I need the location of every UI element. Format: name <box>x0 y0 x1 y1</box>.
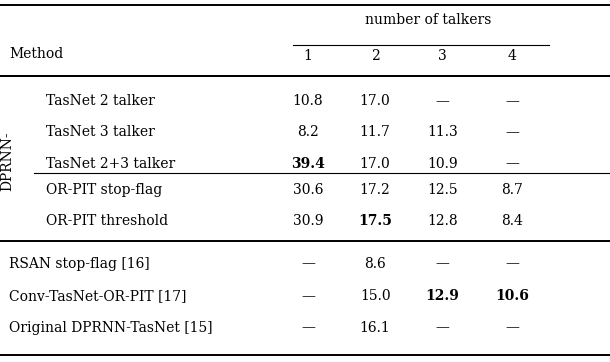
Text: —: — <box>506 125 519 139</box>
Text: —: — <box>301 289 315 303</box>
Text: 8.7: 8.7 <box>501 183 523 197</box>
Text: TasNet 3 talker: TasNet 3 talker <box>46 125 154 139</box>
Text: Original DPRNN-TasNet [15]: Original DPRNN-TasNet [15] <box>9 321 213 334</box>
Text: 11.7: 11.7 <box>360 125 390 139</box>
Text: 30.9: 30.9 <box>293 214 323 228</box>
Text: 1: 1 <box>304 49 312 63</box>
Text: 8.2: 8.2 <box>297 125 319 139</box>
Text: DPRNN-: DPRNN- <box>1 131 14 191</box>
Text: 17.0: 17.0 <box>360 94 390 108</box>
Text: 30.6: 30.6 <box>293 183 323 197</box>
Text: 8.6: 8.6 <box>364 257 386 270</box>
Text: TasNet 2+3 talker: TasNet 2+3 talker <box>46 157 175 171</box>
Text: OR-PIT stop-flag: OR-PIT stop-flag <box>46 183 162 197</box>
Text: 11.3: 11.3 <box>427 125 458 139</box>
Text: —: — <box>301 321 315 334</box>
Text: —: — <box>301 257 315 270</box>
Text: 17.2: 17.2 <box>360 183 390 197</box>
Text: 17.5: 17.5 <box>358 214 392 228</box>
Text: —: — <box>436 257 449 270</box>
Text: —: — <box>436 94 449 108</box>
Text: 8.4: 8.4 <box>501 214 523 228</box>
Text: 39.4: 39.4 <box>291 157 325 171</box>
Text: 10.8: 10.8 <box>293 94 323 108</box>
Text: 2: 2 <box>371 49 379 63</box>
Text: RSAN stop-flag [16]: RSAN stop-flag [16] <box>9 257 150 270</box>
Text: 4: 4 <box>508 49 517 63</box>
Text: —: — <box>506 321 519 334</box>
Text: —: — <box>506 94 519 108</box>
Text: 10.9: 10.9 <box>427 157 458 171</box>
Text: number of talkers: number of talkers <box>365 13 492 27</box>
Text: 3: 3 <box>438 49 447 63</box>
Text: 12.9: 12.9 <box>425 289 459 303</box>
Text: 15.0: 15.0 <box>360 289 390 303</box>
Text: Conv-TasNet-OR-PIT [17]: Conv-TasNet-OR-PIT [17] <box>9 289 187 303</box>
Text: —: — <box>436 321 449 334</box>
Text: —: — <box>506 257 519 270</box>
Text: 16.1: 16.1 <box>360 321 390 334</box>
Text: OR-PIT threshold: OR-PIT threshold <box>46 214 168 228</box>
Text: Method: Method <box>9 47 63 61</box>
Text: 17.0: 17.0 <box>360 157 390 171</box>
Text: 10.6: 10.6 <box>495 289 529 303</box>
Text: TasNet 2 talker: TasNet 2 talker <box>46 94 154 108</box>
Text: —: — <box>506 157 519 171</box>
Text: 12.8: 12.8 <box>427 214 458 228</box>
Text: 12.5: 12.5 <box>427 183 458 197</box>
